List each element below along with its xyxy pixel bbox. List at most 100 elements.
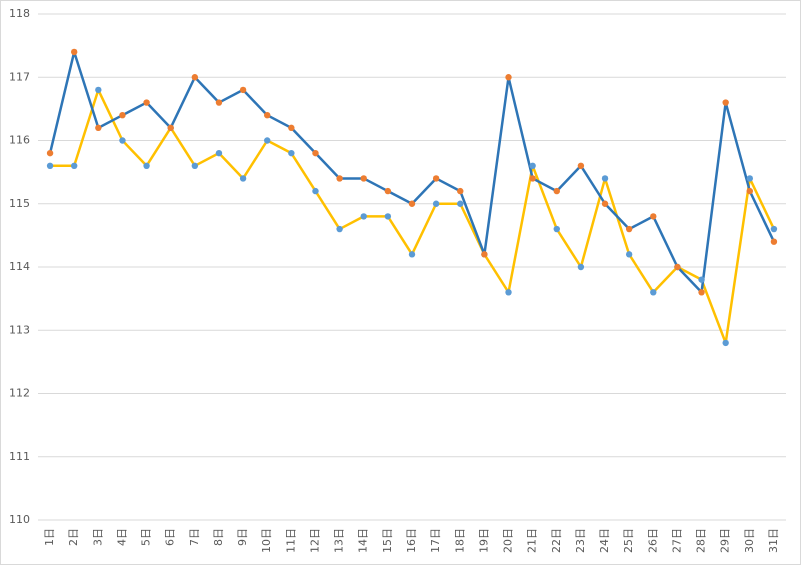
data-point bbox=[770, 238, 778, 245]
x-tick-label: 4日 bbox=[115, 528, 128, 546]
data-point bbox=[46, 162, 54, 169]
data-point bbox=[698, 289, 705, 296]
x-tick-label: 20日 bbox=[502, 528, 515, 553]
x-tick-label: 22日 bbox=[550, 528, 563, 553]
y-tick-label: 115 bbox=[9, 197, 30, 210]
x-tick-label: 12日 bbox=[308, 528, 321, 553]
x-tick-label: 21日 bbox=[526, 528, 539, 553]
data-point bbox=[215, 149, 223, 157]
data-point bbox=[529, 175, 536, 182]
data-point bbox=[432, 200, 440, 207]
y-tick-label: 110 bbox=[9, 513, 30, 526]
data-point bbox=[215, 99, 223, 106]
y-tick-label: 114 bbox=[9, 260, 30, 273]
x-tick-label: 15日 bbox=[381, 528, 394, 553]
data-point bbox=[70, 162, 78, 169]
data-point bbox=[143, 162, 150, 169]
data-point bbox=[167, 124, 174, 132]
data-point bbox=[698, 276, 705, 283]
data-point bbox=[722, 339, 729, 347]
data-point bbox=[95, 86, 102, 94]
x-tick-label: 23日 bbox=[574, 528, 587, 553]
y-tick-label: 118 bbox=[9, 7, 30, 20]
data-point bbox=[336, 225, 343, 233]
data-point bbox=[746, 175, 754, 182]
data-point bbox=[264, 137, 271, 144]
data-point bbox=[457, 200, 464, 207]
y-tick-label: 111 bbox=[9, 450, 30, 463]
data-point bbox=[239, 175, 247, 182]
x-tick-label: 18日 bbox=[453, 528, 466, 553]
x-tick-label: 19日 bbox=[477, 528, 490, 553]
x-tick-label: 26日 bbox=[646, 528, 659, 553]
data-point bbox=[770, 225, 778, 233]
x-tick-label: 13日 bbox=[333, 528, 346, 553]
data-point bbox=[650, 213, 657, 220]
data-point bbox=[553, 225, 560, 233]
data-point bbox=[577, 263, 585, 271]
data-point bbox=[481, 251, 488, 258]
data-point bbox=[408, 251, 416, 258]
x-tick-label: 29日 bbox=[719, 528, 732, 553]
x-tick-label: 31日 bbox=[767, 528, 780, 553]
x-tick-label: 24日 bbox=[598, 528, 611, 553]
data-point bbox=[191, 162, 199, 169]
x-tick-label: 11日 bbox=[284, 528, 297, 553]
data-point bbox=[577, 162, 585, 169]
data-point bbox=[360, 213, 367, 220]
data-point bbox=[457, 187, 464, 195]
data-point bbox=[119, 137, 126, 144]
data-point bbox=[625, 251, 633, 258]
data-point bbox=[95, 124, 102, 132]
x-tick-label: 14日 bbox=[357, 528, 370, 553]
data-point bbox=[529, 162, 536, 169]
data-point bbox=[553, 187, 560, 195]
data-point bbox=[264, 112, 271, 119]
data-point bbox=[408, 200, 416, 207]
data-point bbox=[746, 187, 754, 195]
y-tick-label: 117 bbox=[9, 70, 30, 83]
data-point bbox=[119, 112, 126, 119]
y-tick-label: 112 bbox=[9, 387, 30, 400]
data-point bbox=[288, 124, 295, 132]
x-tick-label: 7日 bbox=[188, 528, 201, 546]
data-point bbox=[46, 149, 54, 157]
data-point bbox=[384, 187, 392, 195]
data-point bbox=[312, 149, 319, 157]
y-tick-label: 116 bbox=[9, 134, 30, 147]
data-point bbox=[722, 99, 729, 106]
data-point bbox=[505, 74, 512, 81]
y-tick-label: 113 bbox=[9, 323, 30, 336]
data-point bbox=[625, 225, 633, 233]
x-tick-label: 2日 bbox=[67, 528, 80, 546]
x-tick-label: 10日 bbox=[260, 528, 273, 553]
x-tick-label: 8日 bbox=[212, 528, 225, 546]
x-tick-label: 28日 bbox=[695, 528, 708, 553]
x-tick-label: 6日 bbox=[164, 528, 177, 546]
data-point bbox=[288, 149, 295, 157]
data-point bbox=[336, 175, 343, 182]
data-point bbox=[601, 175, 609, 182]
x-tick-label: 9日 bbox=[236, 528, 249, 546]
data-point bbox=[505, 289, 512, 296]
x-tick-label: 1日 bbox=[43, 528, 56, 546]
data-point bbox=[143, 99, 150, 106]
data-point bbox=[674, 263, 681, 271]
x-tick-label: 3日 bbox=[91, 528, 104, 546]
x-tick-label: 16日 bbox=[405, 528, 418, 553]
data-point bbox=[360, 175, 367, 182]
x-tick-label: 17日 bbox=[429, 528, 442, 553]
data-point bbox=[650, 289, 657, 296]
data-point bbox=[601, 200, 609, 207]
x-tick-label: 30日 bbox=[743, 528, 756, 553]
x-tick-label: 5日 bbox=[140, 528, 153, 546]
x-tick-label: 27日 bbox=[670, 528, 683, 553]
data-point bbox=[191, 74, 199, 81]
data-point bbox=[432, 175, 440, 182]
data-point bbox=[70, 48, 78, 56]
data-point bbox=[239, 86, 247, 94]
data-point bbox=[312, 187, 319, 195]
data-point bbox=[384, 213, 392, 220]
